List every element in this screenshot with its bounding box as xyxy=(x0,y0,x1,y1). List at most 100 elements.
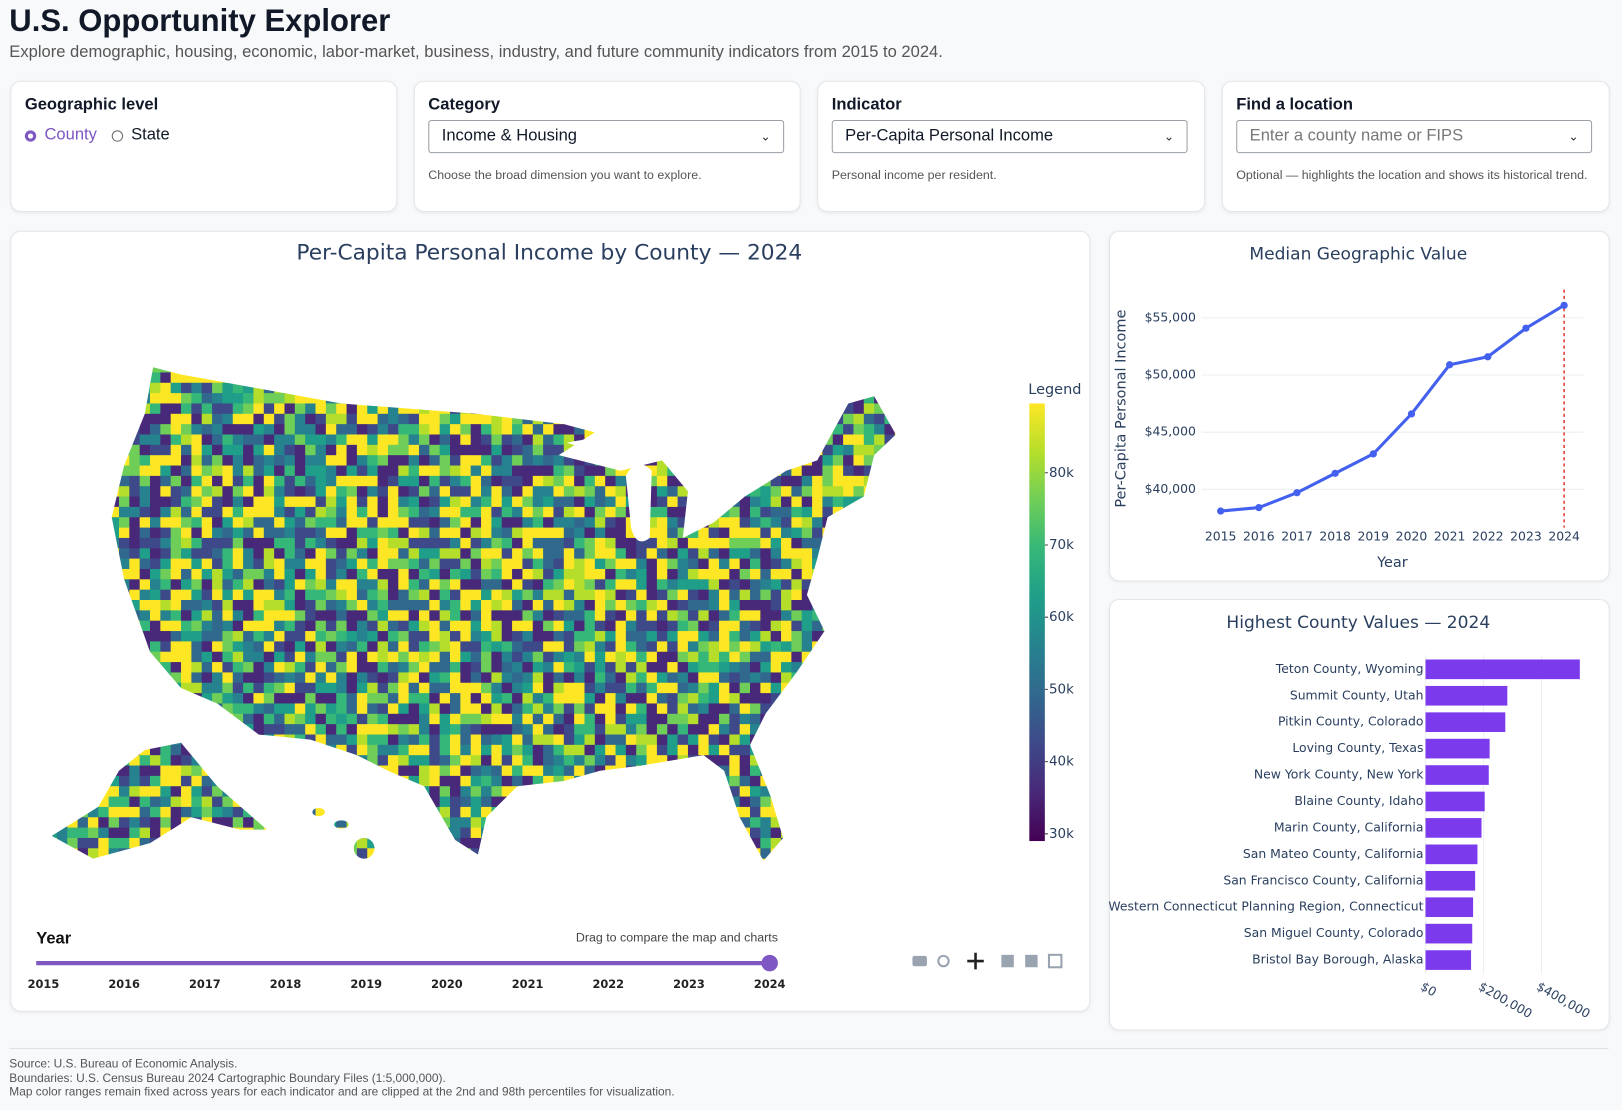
y-tick-label: Blaine County, Idaho xyxy=(1294,793,1423,808)
map-tile xyxy=(646,817,658,829)
camera-icon[interactable] xyxy=(912,955,927,967)
map-tile xyxy=(750,465,761,477)
map-tile xyxy=(67,496,79,508)
map-tile xyxy=(243,786,254,798)
map-tile xyxy=(67,744,79,756)
map-tile xyxy=(429,775,441,787)
map-tile xyxy=(356,651,368,663)
map-tile xyxy=(760,755,772,767)
map-tile xyxy=(356,796,368,808)
map-tile xyxy=(646,724,658,736)
slider-handle[interactable] xyxy=(761,954,778,972)
map-tile xyxy=(781,786,792,798)
map-tile xyxy=(118,796,130,808)
map-tile xyxy=(470,475,482,487)
map-tile xyxy=(594,620,606,632)
map-tile xyxy=(294,806,306,818)
map-tile xyxy=(212,641,223,653)
map-tile xyxy=(181,796,192,808)
map-tile xyxy=(501,496,513,508)
map-tile xyxy=(77,465,89,477)
map-tile xyxy=(822,817,834,829)
map-tile xyxy=(718,434,730,446)
map-tile xyxy=(853,424,865,436)
map-tile xyxy=(863,827,875,839)
zoom-in-icon[interactable] xyxy=(1001,954,1014,968)
radio-option[interactable]: County xyxy=(24,126,97,145)
map-tile xyxy=(481,579,492,591)
map-tile xyxy=(150,537,161,549)
map-tile xyxy=(553,558,565,570)
map-tile xyxy=(108,393,120,404)
map-tile xyxy=(491,765,503,777)
map-tile xyxy=(853,465,865,477)
map-tile xyxy=(625,651,637,663)
colorbar-label: 40k xyxy=(1049,755,1074,770)
map-tile xyxy=(108,465,120,477)
map-tile xyxy=(553,579,565,591)
location-search[interactable]: Enter a county name or FIPS ⌄ xyxy=(1236,120,1593,154)
category-select[interactable]: Income & Housing ⌄ xyxy=(428,120,785,154)
reset-icon[interactable] xyxy=(1047,953,1063,969)
map-tile xyxy=(812,568,823,580)
map-tile xyxy=(212,496,223,508)
map-tile xyxy=(201,548,213,560)
zoom-out-icon[interactable] xyxy=(1025,954,1038,968)
map-tile xyxy=(429,393,441,404)
map-tile xyxy=(863,703,875,715)
map-tile xyxy=(232,837,244,849)
map-tile xyxy=(605,367,617,373)
map-tile xyxy=(181,517,192,529)
map-tile xyxy=(439,444,451,456)
map-tile xyxy=(677,372,689,384)
map-tile xyxy=(284,486,296,498)
map-tile xyxy=(563,517,575,529)
pan-icon[interactable] xyxy=(967,952,984,970)
map-tile xyxy=(67,848,79,860)
map-tile xyxy=(739,775,751,787)
map-tile xyxy=(387,517,399,529)
map-tile xyxy=(770,817,782,829)
map-tile xyxy=(615,558,627,570)
indicator-select[interactable]: Per-Capita Personal Income ⌄ xyxy=(831,120,1188,154)
map-tile xyxy=(656,703,668,715)
map-tile xyxy=(418,827,430,839)
map-tile xyxy=(667,455,679,467)
map-tile xyxy=(522,548,534,560)
map-tile xyxy=(98,765,110,777)
map-tile xyxy=(760,703,772,715)
map-tile xyxy=(501,817,513,829)
map-tile xyxy=(150,434,161,446)
map-tile xyxy=(739,620,751,632)
map-tile xyxy=(822,558,834,570)
map-tile xyxy=(201,444,213,456)
map-tile xyxy=(708,444,720,456)
map-tile xyxy=(305,444,317,456)
map-tile xyxy=(677,806,689,818)
map-tile xyxy=(325,837,337,849)
y-tick-label: $45,000 xyxy=(1145,424,1196,439)
map-tile xyxy=(584,610,596,622)
map-tile xyxy=(191,367,203,373)
map-tile xyxy=(418,372,430,384)
map-tile xyxy=(398,372,410,384)
map-tile xyxy=(543,651,554,663)
map-tile xyxy=(429,672,441,684)
map-tile xyxy=(470,682,482,694)
bar xyxy=(1425,818,1482,838)
radio-option[interactable]: State xyxy=(111,126,170,145)
map-tile xyxy=(222,631,234,642)
map-tile xyxy=(243,858,254,861)
map-tile xyxy=(315,444,327,456)
map-tile xyxy=(56,682,68,694)
map-tile xyxy=(646,548,658,560)
map-tile xyxy=(677,817,689,829)
map-tile xyxy=(460,724,472,736)
map-tile xyxy=(625,393,637,404)
link-icon[interactable] xyxy=(937,954,950,968)
map-tile xyxy=(460,558,472,570)
map-tile xyxy=(284,372,296,384)
map-tile xyxy=(894,858,896,861)
map-tile xyxy=(781,755,792,767)
map-tile xyxy=(429,734,441,746)
